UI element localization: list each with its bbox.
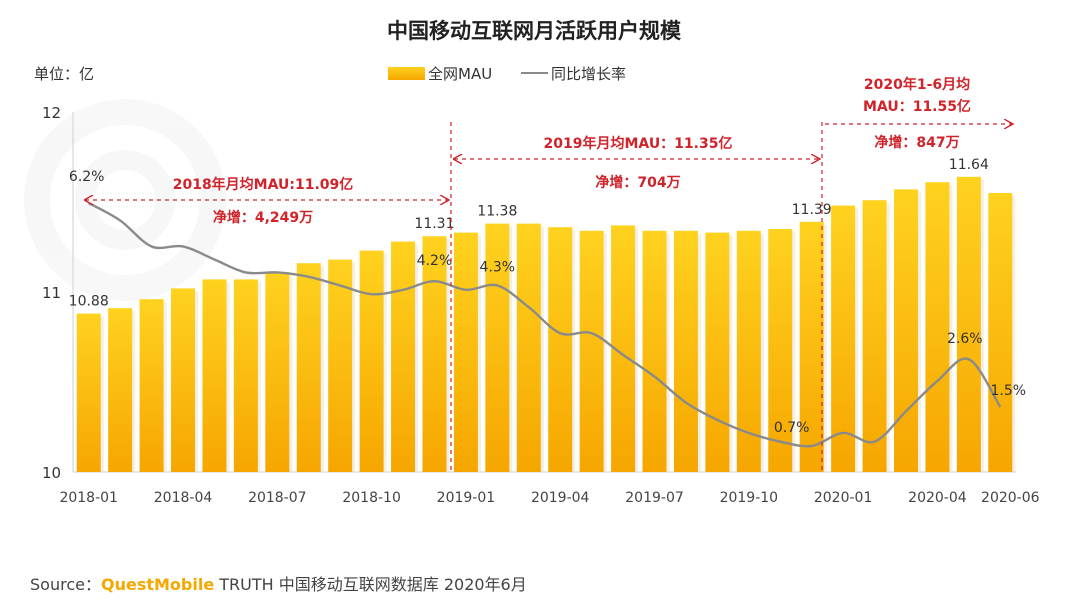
bar-2018-10	[359, 250, 384, 472]
bar-2018-02	[108, 308, 133, 472]
bar-value-label: 11.64	[949, 157, 989, 173]
bar-2018-04	[171, 288, 196, 472]
bar-2020-06	[988, 193, 1013, 472]
x-tick-label: 2019-04	[531, 490, 590, 506]
annotation-2018: 2018年月均MAU:11.09亿 净增：4,249万	[85, 176, 448, 226]
bar-2020-04	[925, 182, 950, 472]
x-tick-label: 2019-10	[720, 490, 779, 506]
bar-2019-08	[673, 230, 698, 472]
bar-2020-01	[831, 205, 856, 472]
bar-2020-03	[893, 189, 918, 472]
x-tick-label: 2018-01	[59, 490, 118, 506]
line-value-label: 2.6%	[947, 331, 983, 347]
bar-value-label: 11.39	[792, 202, 832, 218]
bar-value-label: 11.38	[477, 204, 517, 220]
annotation-2018-line2: 净增：4,249万	[213, 209, 313, 226]
source-rest: TRUTH 中国移动互联网数据库 2020年6月	[214, 575, 527, 594]
line-value-label: 6.2%	[69, 169, 105, 185]
bar-series	[76, 176, 1016, 473]
bar-2019-02	[485, 223, 510, 472]
legend-line-label: 同比增长率	[551, 65, 626, 83]
y-tick-label: 10	[42, 464, 61, 482]
legend-bar-swatch	[388, 67, 425, 80]
x-tick-label: 2018-07	[248, 490, 307, 506]
x-tick-label: 2020-04	[908, 490, 967, 506]
line-value-label: 0.7%	[774, 420, 810, 436]
source-note: Source：QuestMobile TRUTH 中国移动互联网数据库 2020…	[30, 571, 527, 595]
bar-value-label: 10.88	[69, 294, 109, 310]
bar-2019-05	[579, 230, 604, 472]
line-value-labels: 6.2% 4.2% 4.3% 0.7% 2.6% 1.5%	[69, 169, 1026, 436]
bar-2018-09	[328, 259, 353, 472]
line-value-label: 1.5%	[990, 383, 1026, 399]
bar-2019-04	[548, 227, 573, 472]
bar-2019-01	[453, 232, 478, 472]
bar-2018-01	[76, 313, 101, 472]
bar-2018-03	[139, 299, 164, 472]
bar-2020-05	[956, 176, 981, 473]
x-tick-label: 2018-10	[342, 490, 401, 506]
source-brand: QuestMobile	[100, 575, 215, 594]
x-tick-label: 2020-06	[981, 490, 1040, 506]
line-value-label: 4.2%	[417, 253, 453, 269]
bar-value-label: 11.31	[414, 216, 454, 232]
growth-line-series	[88, 202, 1002, 448]
annotation-2020-line3: 净增：847万	[874, 134, 959, 151]
bar-2019-09	[705, 232, 730, 472]
legend: 全网MAU 同比增长率	[388, 65, 626, 83]
growth-rate-line	[88, 202, 1002, 448]
bar-2020-02	[862, 200, 887, 472]
line-value-label: 4.3%	[480, 259, 516, 275]
y-axis: 12 11 10	[42, 104, 74, 482]
annotation-2020-line2: MAU：11.55亿	[863, 98, 971, 115]
x-tick-label: 2018-04	[154, 490, 213, 506]
y-tick-label: 11	[42, 284, 61, 302]
x-tick-label: 2020-01	[814, 490, 873, 506]
bar-2018-05	[202, 279, 227, 472]
bar-2018-06	[233, 279, 258, 472]
annotation-2020: 2020年1-6月均 MAU：11.55亿 净增：847万	[825, 76, 1012, 151]
annotation-2019-line2: 净增：704万	[595, 174, 680, 191]
bar-2018-08	[296, 263, 321, 472]
bar-2018-11	[391, 241, 416, 472]
bar-2018-12	[422, 236, 447, 472]
annotation-2019: 2019年月均MAU：11.35亿 净增：704万	[454, 135, 819, 191]
x-tick-label: 2019-01	[437, 490, 496, 506]
annotation-2019-line1: 2019年月均MAU：11.35亿	[544, 135, 733, 152]
source-prefix: Source：	[30, 575, 101, 594]
bar-2019-12	[799, 221, 824, 472]
bar-2018-07	[265, 272, 290, 472]
y-tick-label: 12	[42, 104, 61, 122]
annotation-2020-line1: 2020年1-6月均	[864, 76, 970, 93]
bar-2019-11	[768, 229, 793, 472]
x-tick-label: 2019-07	[625, 490, 684, 506]
bar-2019-07	[642, 230, 667, 472]
unit-label: 单位：亿	[34, 65, 94, 83]
bar-2019-03	[516, 223, 541, 472]
x-tick-labels: 2018-01 2018-04 2018-07 2018-10 2019-01 2019-…	[59, 490, 1039, 506]
legend-bar-label: 全网MAU	[428, 65, 492, 83]
chart-title: 中国移动互联网月活跃用户规模	[387, 19, 682, 43]
annotation-2018-line1: 2018年月均MAU:11.09亿	[173, 176, 354, 193]
bar-value-labels: 10.88 11.31 11.38 11.39 11.64	[69, 157, 989, 310]
